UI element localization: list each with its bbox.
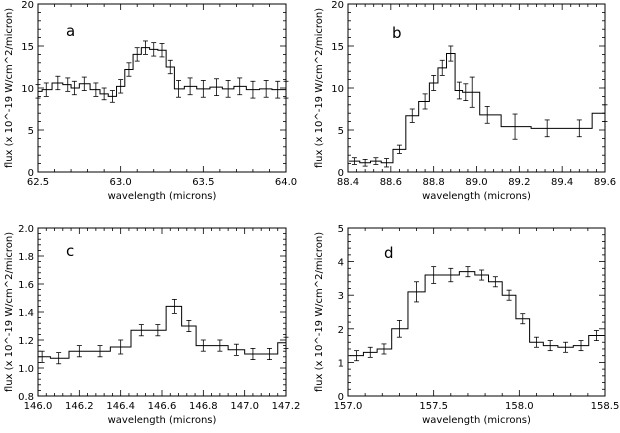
y-tick-label: 10 bbox=[21, 84, 34, 95]
y-tick-label: 10 bbox=[331, 84, 344, 95]
spectrum-step-line bbox=[38, 305, 286, 359]
x-axis-label: wavelength (microns) bbox=[422, 415, 531, 426]
y-tick-label: 5 bbox=[338, 224, 344, 235]
y-tick-label: 4 bbox=[338, 258, 344, 269]
y-tick-label: 0 bbox=[338, 392, 344, 403]
y-tick-label: 1.8 bbox=[18, 252, 34, 263]
panel-letter: a bbox=[66, 22, 75, 40]
x-tick-label: 146.4 bbox=[106, 401, 135, 412]
x-tick-label: 157.0 bbox=[334, 401, 363, 412]
x-tick-label: 88.4 bbox=[337, 177, 359, 188]
x-tick-label: 157.5 bbox=[419, 401, 448, 412]
x-tick-label: 63.5 bbox=[192, 177, 214, 188]
x-axis-label: wavelength (microns) bbox=[108, 415, 217, 426]
y-tick-label: 0.8 bbox=[18, 392, 34, 403]
spectrum-step-line bbox=[349, 53, 605, 164]
panel-d: 157.0 157.5 158.0 158.5 0 1 2 3 4 5 wavelength (mi… bbox=[314, 224, 619, 426]
x-axis-label: wavelength (microns) bbox=[108, 191, 217, 202]
y-tick-label: 15 bbox=[21, 42, 34, 53]
x-tick-label: 88.6 bbox=[380, 177, 402, 188]
y-tick-label: 20 bbox=[21, 0, 34, 11]
y-tick-label: 15 bbox=[331, 42, 344, 53]
y-tick-label: 0 bbox=[338, 168, 344, 179]
x-tick-label: 147.0 bbox=[230, 401, 259, 412]
x-tick-label: 63.0 bbox=[110, 177, 132, 188]
x-tick-label: 64.0 bbox=[275, 177, 297, 188]
x-tick-label: 146.6 bbox=[148, 401, 177, 412]
y-tick-label: 1.2 bbox=[18, 336, 34, 347]
x-tick-label: 158.5 bbox=[591, 401, 620, 412]
plot-frame bbox=[347, 227, 606, 397]
y-tick-label: 1.0 bbox=[18, 364, 34, 375]
y-tick-label: 20 bbox=[331, 0, 344, 11]
x-tick-label: 88.8 bbox=[423, 177, 445, 188]
y-axis-label: flux (x 10^-19 W/cm^2/micron) bbox=[314, 232, 325, 392]
plot-frame bbox=[347, 3, 606, 173]
x-tick-label: 89.4 bbox=[551, 177, 573, 188]
y-tick-label: 2.0 bbox=[18, 224, 34, 235]
y-tick-label: 5 bbox=[28, 126, 34, 137]
panel-letter: d bbox=[384, 244, 394, 262]
x-tick-label: 89.2 bbox=[508, 177, 530, 188]
y-tick-label: 1.6 bbox=[18, 280, 34, 291]
y-tick-label: 5 bbox=[338, 126, 344, 137]
y-tick-label: 3 bbox=[338, 291, 344, 302]
y-axis-label: flux (x 10^-19 W/cm^2/micron) bbox=[314, 8, 325, 168]
y-tick-label: 1.4 bbox=[18, 308, 34, 319]
spectrum-step-line bbox=[349, 271, 605, 357]
y-tick-label: 2 bbox=[338, 325, 344, 336]
panel-letter: c bbox=[66, 242, 74, 260]
y-tick-label: 1 bbox=[338, 358, 344, 369]
x-axis-label: wavelength (microns) bbox=[422, 191, 531, 202]
y-tick-label: 0 bbox=[28, 168, 34, 179]
y-axis-label: flux (x 10^-19 W/cm^2/micron) bbox=[4, 232, 15, 392]
x-tick-label: 147.2 bbox=[272, 401, 301, 412]
spectrum-step-line bbox=[38, 47, 286, 97]
x-tick-label: 89.6 bbox=[594, 177, 616, 188]
x-tick-label: 89.0 bbox=[465, 177, 487, 188]
panel-b: 88.4 88.6 88.8 89.0 89.2 89.4 89.6 0 5 10 15 20 wave… bbox=[314, 0, 616, 202]
panel-c: 146.0 146.2 146.4 146.6 146.8 147.0 147.2 0.8 1.… bbox=[4, 224, 300, 426]
x-tick-label: 146.0 bbox=[24, 401, 53, 412]
plot-frame bbox=[37, 227, 287, 397]
x-tick-label: 146.8 bbox=[189, 401, 218, 412]
panel-a: 62.5 63.0 63.5 64.0 0 5 10 15 20 wavelength (micr… bbox=[4, 0, 297, 202]
x-tick-label: 158.0 bbox=[505, 401, 534, 412]
x-tick-label: 146.2 bbox=[65, 401, 94, 412]
x-tick-label: 62.5 bbox=[27, 177, 49, 188]
y-axis-label: flux (x 10^-19 W/cm^2/micron) bbox=[4, 8, 15, 168]
panel-letter: b bbox=[392, 24, 402, 42]
